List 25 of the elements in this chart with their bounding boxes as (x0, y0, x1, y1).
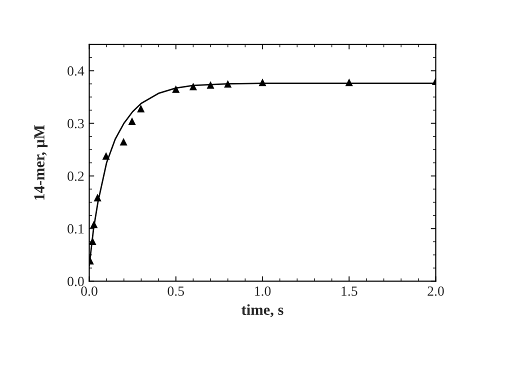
y-tick-label: 0.4 (68, 66, 84, 76)
x-tick-label: 1.0 (255, 286, 271, 296)
x-axis-title: time, s (242, 304, 284, 318)
point (90, 220, 98, 228)
x-tick-label: 1.5 (342, 286, 358, 296)
point (137, 104, 145, 112)
point (224, 80, 232, 88)
point (94, 194, 102, 202)
point (89, 237, 96, 246)
y-tick-label: 0.2 (68, 172, 84, 181)
y-tick-label: 0.3 (68, 118, 84, 128)
y-tick-label: 0.1 (68, 224, 84, 234)
x-tick-label: 2.0 (428, 286, 444, 296)
point (128, 117, 136, 126)
point (206, 81, 214, 89)
x-tick-label: 0.0 (81, 286, 98, 296)
x-tick-label: 0.5 (168, 286, 184, 296)
point (120, 138, 128, 146)
y-tick-label: 0.0 (68, 276, 84, 286)
point (258, 78, 266, 86)
point (102, 152, 110, 160)
y-axis-title: 14-mer, µM (34, 125, 48, 200)
point (189, 82, 198, 90)
point (345, 78, 353, 86)
point (172, 85, 180, 93)
